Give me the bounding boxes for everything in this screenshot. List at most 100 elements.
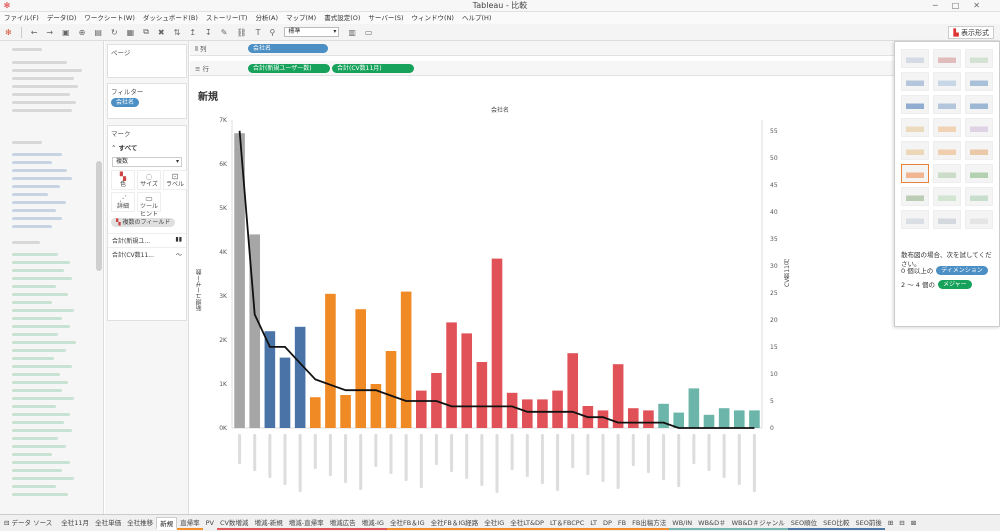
rows-pill-cv[interactable]: 合計(CV数11月) [332, 63, 414, 73]
show-me-button[interactable]: ▙ 表示形式 [948, 26, 994, 39]
bar[interactable] [612, 364, 624, 428]
sheet-tab[interactable]: 増減-直帰率 [285, 517, 327, 530]
label-icon[interactable]: T [255, 27, 261, 37]
save-icon[interactable]: ▣ [62, 27, 70, 37]
sort-desc-icon[interactable]: ↧ [205, 27, 212, 37]
measure-field[interactable] [12, 277, 72, 280]
datasource-item[interactable] [12, 109, 72, 112]
duplicate-icon[interactable]: ⧉ [143, 27, 149, 36]
dimension-field[interactable] [12, 225, 52, 228]
measure-field[interactable] [12, 285, 56, 288]
show-me-chart-type-icon[interactable] [901, 141, 929, 160]
bar[interactable] [264, 331, 276, 428]
bar[interactable] [400, 291, 412, 428]
card-icon[interactable]: ▥ [348, 27, 356, 37]
sheet-tab[interactable]: 全社FB＆IG経路 [427, 517, 482, 530]
dimension-field[interactable] [12, 201, 66, 204]
bar[interactable] [688, 388, 700, 428]
sheet-tab[interactable]: DP [599, 517, 615, 530]
show-me-chart-type-icon[interactable] [933, 187, 961, 206]
presentation-icon[interactable]: ▭ [364, 27, 373, 37]
measure-field[interactable] [12, 445, 66, 448]
show-me-chart-type-icon[interactable] [901, 95, 929, 114]
bar[interactable] [309, 397, 321, 428]
sheet-tab[interactable]: SEO比較 [820, 517, 853, 530]
measure-field[interactable] [12, 373, 60, 376]
mark-type-select[interactable]: 複数 [112, 157, 182, 167]
show-me-chart-type-icon[interactable] [965, 72, 993, 91]
sheet-tab[interactable]: SEO前後 [852, 517, 885, 530]
measure-field[interactable] [12, 269, 64, 272]
columns-pill-company[interactable]: 会社名 [248, 43, 328, 53]
sheet-tab[interactable]: 増減広告 [326, 517, 359, 530]
measure-field[interactable] [12, 453, 52, 456]
show-me-chart-type-icon[interactable] [901, 164, 929, 183]
sheet-tab[interactable]: FB出稿方法 [629, 517, 670, 530]
sheet-tab[interactable]: PV [205, 518, 214, 527]
dimension-field[interactable] [12, 209, 56, 212]
window-controls[interactable]: ─□✕ [932, 1, 994, 10]
menu-worksheet[interactable]: ワークシート(W) [84, 14, 135, 22]
show-me-chart-type-icon[interactable] [933, 118, 961, 137]
new-worksheet-icon[interactable]: ⊞ [887, 518, 894, 527]
measure-field[interactable] [12, 389, 62, 392]
menu-analysis[interactable]: 分析(A) [255, 14, 278, 22]
bar[interactable] [597, 410, 609, 428]
bar[interactable] [749, 410, 760, 428]
sheet-tab[interactable]: CV数増減 [216, 517, 252, 530]
sheet-tab[interactable]: 全社推移 [127, 518, 154, 527]
fit-select[interactable]: 標準 [284, 27, 340, 37]
sort-asc-icon[interactable]: ↥ [189, 27, 197, 37]
chart-svg[interactable]: 0K 1K 2K 3K 4K 5K 6K 7K 0 5 10 15 20 25 30 35 40 45 50 55 [190, 79, 894, 514]
swap-icon[interactable]: ⇅ [173, 27, 181, 37]
measure-field[interactable] [12, 341, 76, 344]
menu-map[interactable]: マップ(M) [286, 14, 317, 22]
marks-all-tab[interactable]: ⌃ すべて [111, 144, 138, 152]
measure-field[interactable] [12, 333, 58, 336]
bar[interactable] [673, 412, 685, 428]
datasource-item[interactable] [12, 69, 82, 72]
bar[interactable] [521, 399, 533, 428]
show-me-chart-type-icon[interactable] [901, 187, 929, 206]
undo-icon[interactable]: ← [30, 27, 38, 37]
bar[interactable] [506, 392, 518, 428]
marks-measure-1[interactable]: 合計(新規ユ... ▮▮ [108, 233, 186, 247]
bar[interactable] [385, 351, 397, 428]
sheet-tab[interactable]: SEO順位 [787, 517, 821, 530]
sheet-tab[interactable]: WB&D＃ [695, 517, 729, 530]
sheet-tab-active[interactable]: 新規 [156, 516, 178, 530]
menu-file[interactable]: ファイル(F) [4, 14, 39, 22]
measure-field[interactable] [12, 309, 74, 312]
measure-field[interactable] [12, 485, 56, 488]
group-icon[interactable]: ⛓ [236, 27, 247, 37]
multiple-fields-pill[interactable]: ▚ 複数のフィールド [111, 218, 176, 227]
show-me-chart-type-icon[interactable] [965, 49, 993, 68]
measure-field[interactable] [12, 325, 70, 328]
data-pane-scrollbar[interactable] [96, 161, 102, 271]
sheet-tab[interactable]: 直帰率 [177, 517, 203, 530]
dimension-field[interactable] [12, 153, 62, 156]
clear-icon[interactable]: ✖ [157, 27, 165, 37]
bar[interactable] [658, 403, 669, 428]
datasource-item[interactable] [12, 101, 76, 104]
measure-field[interactable] [12, 493, 68, 496]
dimension-field[interactable] [12, 169, 67, 172]
bar[interactable] [461, 333, 473, 428]
cv-line[interactable] [238, 130, 755, 429]
measure-field[interactable] [12, 397, 74, 400]
datasource-item[interactable] [12, 77, 74, 80]
show-me-chart-type-icon[interactable] [933, 72, 961, 91]
measure-field[interactable] [12, 317, 62, 320]
bar[interactable] [567, 353, 579, 428]
refresh-icon[interactable]: ↻ [110, 27, 118, 37]
dimension-field[interactable] [12, 217, 62, 220]
show-me-chart-type-icon[interactable] [933, 49, 961, 68]
redo-icon[interactable]: → [46, 27, 54, 37]
bar[interactable] [325, 293, 336, 428]
sheet-tab[interactable]: 全社IG [481, 517, 508, 530]
pin-icon[interactable]: ⚲ [269, 27, 276, 37]
measure-field[interactable] [12, 405, 56, 408]
bar[interactable] [294, 326, 306, 428]
filter-pill-company[interactable]: 会社名 [111, 98, 140, 107]
menu-format[interactable]: 書式設定(O) [324, 14, 361, 22]
